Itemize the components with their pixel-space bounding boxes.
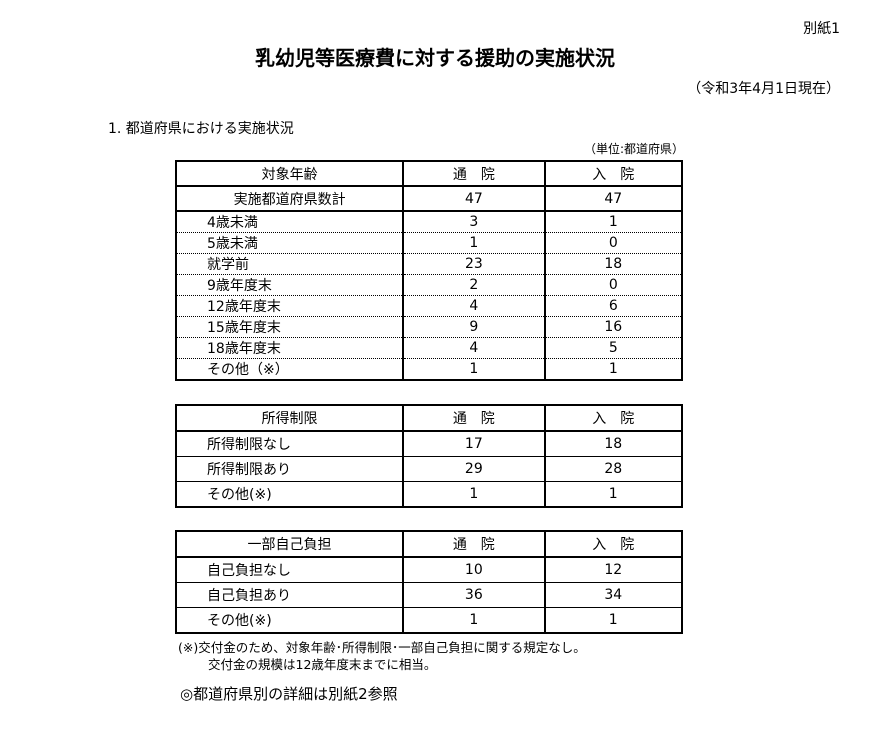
inpatient-value: 47 — [543, 186, 684, 212]
inpatient-value: 0 — [543, 274, 684, 296]
column-header-label: 対象年齢 — [174, 160, 405, 187]
outpatient-value: 1 — [402, 358, 546, 381]
section-heading: 1. 都道府県における実施状況 — [108, 121, 294, 137]
outpatient-value: 3 — [402, 211, 546, 233]
header-row: 所得制限通 院入 院 — [174, 404, 684, 432]
header-row: 対象年齢通 院入 院 — [174, 160, 684, 187]
row-label: 4歳未満 — [174, 211, 405, 233]
inpatient-value: 34 — [543, 582, 684, 608]
column-header-inpatient: 入 院 — [543, 530, 684, 558]
row-label: 自己負担あり — [174, 582, 405, 608]
outpatient-value: 29 — [402, 456, 546, 482]
row-label: 9歳年度末 — [174, 274, 405, 296]
inpatient-value: 1 — [543, 211, 684, 233]
unit-label: （単位:都道府県） — [583, 142, 684, 156]
column-header-label: 一部自己負担 — [174, 530, 405, 558]
table-row: 所得制限あり 29 28 — [174, 456, 684, 482]
table-row: 自己負担なし 10 12 — [174, 557, 684, 583]
total-row: 実施都道府県数計 47 47 — [174, 186, 684, 212]
inpatient-value: 1 — [543, 358, 684, 381]
outpatient-value: 23 — [402, 253, 546, 275]
table-row: その他(※) 1 1 — [174, 607, 684, 634]
table-row: 5歳未満 1 0 — [174, 232, 684, 254]
row-label: 5歳未満 — [174, 232, 405, 254]
page-title: 乳幼児等医療費に対する援助の実施状況 — [255, 46, 615, 70]
column-header-outpatient: 通 院 — [402, 404, 546, 432]
outpatient-value: 36 — [402, 582, 546, 608]
row-label: その他(※) — [174, 607, 405, 634]
table-row: 15歳年度末 9 16 — [174, 316, 684, 338]
table-income-limit: 所得制限通 院入 院所得制限なし 17 18 所得制限あり 29 28 その他(※) 1 1 — [174, 404, 684, 508]
footnote: (※)交付金のため、対象年齢･所得制限･一部自己負担に関する規定なし。 — [178, 640, 586, 655]
row-label: 所得制限なし — [174, 431, 405, 457]
row-label: その他（※） — [174, 358, 405, 381]
outpatient-value: 4 — [402, 337, 546, 359]
column-header-inpatient: 入 院 — [543, 160, 684, 187]
inpatient-value: 28 — [543, 456, 684, 482]
row-label: 実施都道府県数計 — [174, 186, 405, 212]
inpatient-value: 0 — [543, 232, 684, 254]
row-label: 就学前 — [174, 253, 405, 275]
outpatient-value: 9 — [402, 316, 546, 338]
outpatient-value: 1 — [402, 607, 546, 634]
row-label: 12歳年度末 — [174, 295, 405, 317]
table-row: 12歳年度末 4 6 — [174, 295, 684, 317]
table-row: 自己負担あり 36 34 — [174, 582, 684, 608]
inpatient-value: 16 — [543, 316, 684, 338]
outpatient-value: 1 — [402, 481, 546, 508]
attachment-label: 別紙1 — [803, 21, 840, 37]
outpatient-value: 47 — [402, 186, 546, 212]
row-label: 自己負担なし — [174, 557, 405, 583]
inpatient-value: 18 — [543, 253, 684, 275]
inpatient-value: 1 — [543, 607, 684, 634]
as-of-date: （令和3年4月1日現在） — [687, 81, 840, 97]
row-label: その他(※) — [174, 481, 405, 508]
outpatient-value: 17 — [402, 431, 546, 457]
table-row: 就学前 23 18 — [174, 253, 684, 275]
inpatient-value: 18 — [543, 431, 684, 457]
footnote-continued: 交付金の規模は12歳年度末までに相当。 — [208, 657, 437, 672]
table-copayment: 一部自己負担通 院入 院自己負担なし 10 12 自己負担あり 36 34 その他(※) 1 1 — [174, 530, 684, 634]
table-row: その他(※) 1 1 — [174, 481, 684, 508]
inpatient-value: 5 — [543, 337, 684, 359]
column-header-outpatient: 通 院 — [402, 530, 546, 558]
column-header-outpatient: 通 院 — [402, 160, 546, 187]
table-row: 所得制限なし 17 18 — [174, 431, 684, 457]
row-label: 所得制限あり — [174, 456, 405, 482]
table-row: 9歳年度末 2 0 — [174, 274, 684, 296]
outpatient-value: 2 — [402, 274, 546, 296]
outpatient-value: 10 — [402, 557, 546, 583]
reference-note: ◎都道府県別の詳細は別紙2参照 — [180, 685, 398, 703]
inpatient-value: 1 — [543, 481, 684, 508]
table-row: 18歳年度末 4 5 — [174, 337, 684, 359]
inpatient-value: 12 — [543, 557, 684, 583]
inpatient-value: 6 — [543, 295, 684, 317]
table-target-age: 対象年齢通 院入 院実施都道府県数計 47 47 4歳未満 3 1 5歳未満 1 0 就学前 23 1… — [174, 160, 684, 381]
outpatient-value: 1 — [402, 232, 546, 254]
header-row: 一部自己負担通 院入 院 — [174, 530, 684, 558]
table-row: その他（※） 1 1 — [174, 358, 684, 381]
column-header-inpatient: 入 院 — [543, 404, 684, 432]
row-label: 15歳年度末 — [174, 316, 405, 338]
outpatient-value: 4 — [402, 295, 546, 317]
table-row: 4歳未満 3 1 — [174, 211, 684, 233]
row-label: 18歳年度末 — [174, 337, 405, 359]
column-header-label: 所得制限 — [174, 404, 405, 432]
